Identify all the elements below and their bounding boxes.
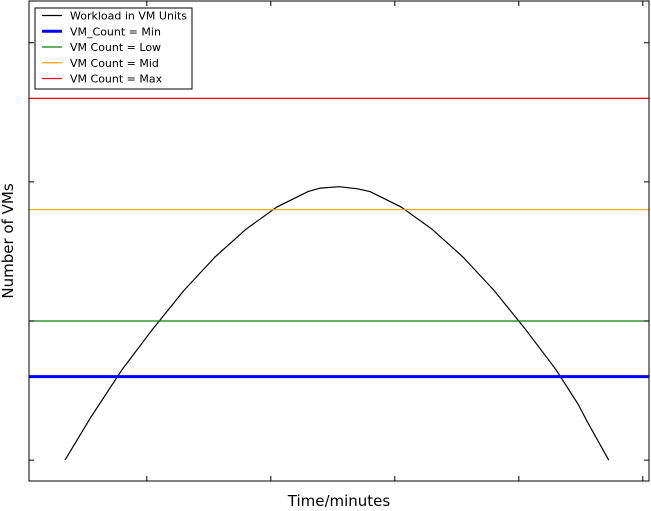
legend: Workload in VM Units VM_Count = Min VM Cou…	[34, 7, 193, 90]
axes	[28, 0, 650, 482]
plot-frame	[28, 0, 650, 482]
plot-area	[29, 97, 649, 461]
series-line-workload-in-vm-units	[64, 186, 610, 461]
y-axis-label: Number of VMs	[0, 183, 17, 298]
legend-label-vm-count-min: VM_Count = Min	[70, 25, 161, 38]
legend-label-workload-in-vm-units: Workload in VM Units	[70, 10, 187, 23]
legend-label-vm-count-max: VM Count = Max	[70, 73, 163, 86]
legend-label-vm-count-low: VM Count = Low	[70, 41, 161, 54]
legend-label-vm-count-mid: VM Count = Mid	[70, 57, 159, 70]
legend-box	[34, 7, 193, 90]
x-axis-label: Time/minutes	[287, 492, 391, 507]
